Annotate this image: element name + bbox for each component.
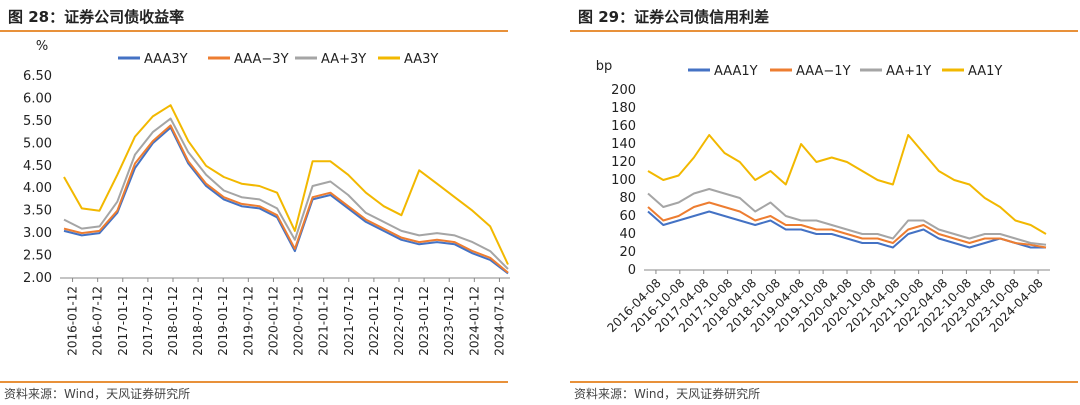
series-line-2 xyxy=(647,188,1047,246)
x-tick-label: 2016-01-12 xyxy=(66,286,80,356)
series-line-3 xyxy=(63,104,509,265)
y-tick-label: 5.00 xyxy=(23,136,52,151)
source-divider xyxy=(0,381,508,383)
y-tick-label: 40 xyxy=(619,227,636,242)
x-tick-label: 2022-01-12 xyxy=(367,286,381,356)
y-tick-label: 160 xyxy=(611,119,636,134)
y-tick-label: 2.50 xyxy=(23,249,52,264)
source-note: 资料来源：Wind，天风证券研究所 xyxy=(574,387,761,401)
y-tick-label: 3.50 xyxy=(23,204,52,219)
source-note: 资料来源：Wind，天风证券研究所 xyxy=(4,387,191,401)
x-tick-label: 2019-07-12 xyxy=(241,286,255,356)
legend-label: AAA1Y xyxy=(714,64,758,79)
legend-label: AA+3Y xyxy=(321,52,366,67)
x-tick-label: 2020-07-12 xyxy=(292,286,306,356)
x-tick-label: 2017-01-12 xyxy=(116,286,130,356)
y-tick-label: 100 xyxy=(611,173,636,188)
y-tick-label: 3.00 xyxy=(23,226,52,241)
legend-label: AA1Y xyxy=(968,64,1002,79)
y-tick-label: 4.50 xyxy=(23,159,52,174)
yield-chart-panel: 图 28：证券公司债收益率 % 6.50 6.00 5.50 5.00 4.50 4.00 3… xyxy=(0,0,510,405)
y-axis-unit-label: bp xyxy=(596,59,613,74)
spread-chart-panel: 图 29：证券公司债信用利差 bp 200 180 160 140 120 100 80 60 4… xyxy=(570,0,1080,405)
y-tick-label: 80 xyxy=(619,191,636,206)
x-tick-label: 2018-01-12 xyxy=(166,286,180,356)
source-divider xyxy=(570,381,1078,383)
y-axis-unit-label: % xyxy=(36,39,48,54)
y-tick-label: 5.50 xyxy=(23,114,52,129)
chart-title: 图 28：证券公司债收益率 xyxy=(8,8,185,26)
yield-chart: % 6.50 6.00 5.50 5.00 4.50 4.00 3.50 3.00 2.50 2.0… xyxy=(23,39,510,356)
x-tick-label: 2023-07-12 xyxy=(442,286,456,356)
legend-label: AA3Y xyxy=(404,52,438,67)
x-tick-label: 2019-01-12 xyxy=(216,286,230,356)
spread-chart: bp2001801601401201008060402002016-04-082… xyxy=(596,59,1050,335)
x-tick-label: 2023-01-12 xyxy=(417,286,431,356)
y-tick-label: 20 xyxy=(619,245,636,260)
x-tick-label: 2017-07-12 xyxy=(141,286,155,356)
y-tick-label: 6.00 xyxy=(23,91,52,106)
x-tick-label: 2024-07-12 xyxy=(492,286,506,356)
y-tick-label: 140 xyxy=(611,137,636,152)
series-line-2 xyxy=(63,117,509,270)
title-divider xyxy=(570,30,1078,32)
legend-label: AAA−3Y xyxy=(234,52,289,67)
y-tick-label: 0 xyxy=(628,263,636,278)
x-tick-label: 2021-07-12 xyxy=(342,286,356,356)
series-line-0 xyxy=(647,210,1046,249)
y-tick-label: 2.00 xyxy=(23,271,52,286)
legend-label: AAA3Y xyxy=(144,52,188,67)
legend-label: AAA−1Y xyxy=(796,64,851,79)
y-tick-label: 180 xyxy=(611,101,636,116)
x-tick-label: 2018-07-12 xyxy=(191,286,205,356)
series-line-1 xyxy=(647,201,1047,249)
chart-title: 图 29：证券公司债信用利差 xyxy=(578,8,770,26)
x-tick-label: 2016-07-12 xyxy=(91,286,105,356)
y-tick-label: 4.00 xyxy=(23,181,52,196)
series-line-0 xyxy=(63,126,509,275)
x-tick-label: 2024-01-12 xyxy=(467,286,481,356)
legend-label: AA+1Y xyxy=(886,64,931,79)
series-line-1 xyxy=(63,124,509,274)
y-tick-label: 60 xyxy=(619,209,636,224)
y-tick-label: 6.50 xyxy=(23,69,52,84)
series-line-3 xyxy=(647,134,1047,235)
y-tick-label: 120 xyxy=(611,155,636,170)
y-tick-label: 200 xyxy=(611,83,636,98)
x-tick-label: 2022-07-12 xyxy=(392,286,406,356)
x-tick-label: 2021-01-12 xyxy=(317,286,331,356)
x-tick-label: 2020-01-12 xyxy=(266,286,280,356)
title-divider xyxy=(0,30,508,32)
